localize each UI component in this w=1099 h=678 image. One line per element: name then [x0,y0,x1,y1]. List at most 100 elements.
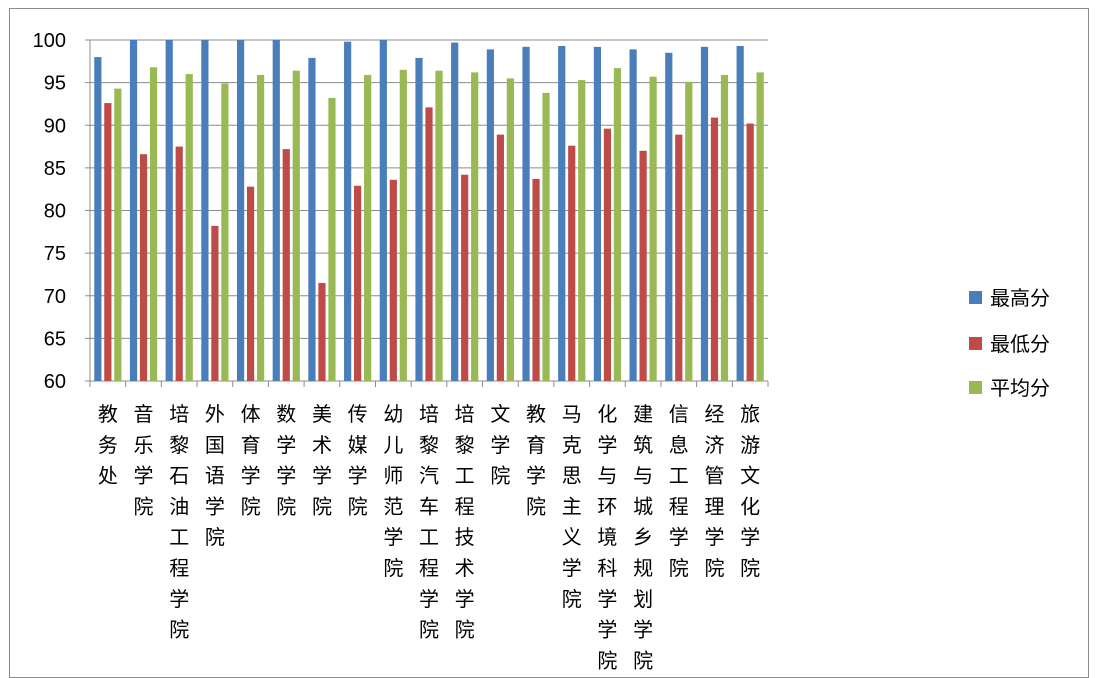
x-category-char: 城 [633,494,653,518]
x-category-char: 院 [562,587,582,611]
bar [522,46,530,381]
x-category-char: 管 [704,464,724,488]
axes [85,39,769,387]
bar [649,76,657,381]
legend-label: 平均分 [990,376,1050,400]
bar [114,88,122,381]
bar [532,178,540,381]
bar [389,179,397,381]
x-category-char: 学 [597,618,617,642]
x-category-char: 义 [562,525,582,549]
bar [685,81,693,382]
x-category-char: 院 [740,556,760,580]
x-category-char: 培 [169,402,189,426]
bar [736,45,744,381]
x-category-char: 师 [383,464,403,488]
y-tick-label: 95 [44,73,66,95]
bar [435,70,443,381]
x-category-char: 育 [526,433,546,457]
x-category-char: 学 [562,556,582,580]
bar [256,74,265,381]
x-category-char: 车 [419,494,439,518]
y-tick-label: 70 [44,286,66,308]
x-category-char: 学 [312,464,332,488]
bar [568,145,576,381]
x-category-char: 国 [205,433,225,457]
x-category-char: 学 [241,464,261,488]
bar [720,74,729,381]
x-category-char: 主 [562,494,582,518]
legend-swatch [969,337,982,350]
y-tick-label: 60 [44,371,66,393]
bar [104,103,112,382]
x-category-char: 济 [704,433,724,457]
x-category-char: 院 [419,618,439,642]
x-category-char: 学 [348,464,368,488]
x-category-char: 院 [704,556,724,580]
bar [185,74,193,381]
x-category-char: 程 [669,494,689,518]
x-category-char: 学 [526,464,546,488]
x-category-char: 程 [169,556,189,580]
x-category-char: 外 [205,402,225,426]
x-category-char: 理 [704,494,724,518]
x-category-char: 游 [740,433,760,457]
x-category-char: 范 [383,494,403,518]
x-category-char: 油 [169,494,189,518]
x-category-char: 乡 [633,525,653,549]
x-category-char: 与 [633,464,653,488]
x-category-labels: 教务处音乐学院培黎石油工程学院外国语学院体育学院数学学院美术学院传媒学院幼儿师范… [98,402,760,670]
bar [451,42,459,382]
y-tick-label: 80 [44,201,66,223]
x-category-char: 体 [241,402,261,426]
x-category-char: 汽 [419,464,439,488]
x-category-char: 程 [419,556,439,580]
x-category-char: 乐 [134,433,154,457]
x-category-char: 工 [669,464,689,488]
bar [756,72,764,382]
x-category-char: 院 [383,556,403,580]
legend-swatch [969,291,982,304]
bar [496,134,504,381]
x-category-char: 学 [490,433,510,457]
bar [629,49,637,381]
legend-label: 最低分 [990,332,1050,356]
x-category-char: 培 [455,402,475,426]
x-category-char: 程 [455,494,475,518]
x-category-char: 语 [205,464,225,488]
x-category-char: 工 [455,464,475,488]
x-category-char: 美 [312,402,332,426]
bar [603,128,612,381]
x-category-char: 务 [98,433,118,457]
x-category-char: 音 [134,402,154,426]
x-category-char: 院 [526,494,546,518]
x-category-char: 院 [312,494,332,518]
bar [201,40,209,381]
x-category-char: 旅 [740,402,760,426]
bar [149,67,158,381]
x-category-char: 黎 [419,433,439,457]
bar [344,41,352,381]
x-category-char: 学 [134,464,154,488]
bar [506,78,514,382]
x-category-char: 院 [597,648,617,670]
x-category-char: 传 [348,402,368,426]
bar [328,97,336,381]
x-category-char: 学 [383,525,403,549]
bar [746,123,754,382]
x-category-label: 文学院 [490,402,510,488]
legend-label: 最高分 [990,286,1050,310]
x-category-char: 与 [597,464,617,488]
x-category-char: 工 [169,525,189,549]
x-category-char: 学 [455,587,475,611]
x-category-char: 学 [205,494,225,518]
y-tick-label: 75 [44,243,66,265]
x-category-char: 学 [169,587,189,611]
x-category-char: 息 [669,433,689,457]
x-category-char: 院 [134,494,154,518]
